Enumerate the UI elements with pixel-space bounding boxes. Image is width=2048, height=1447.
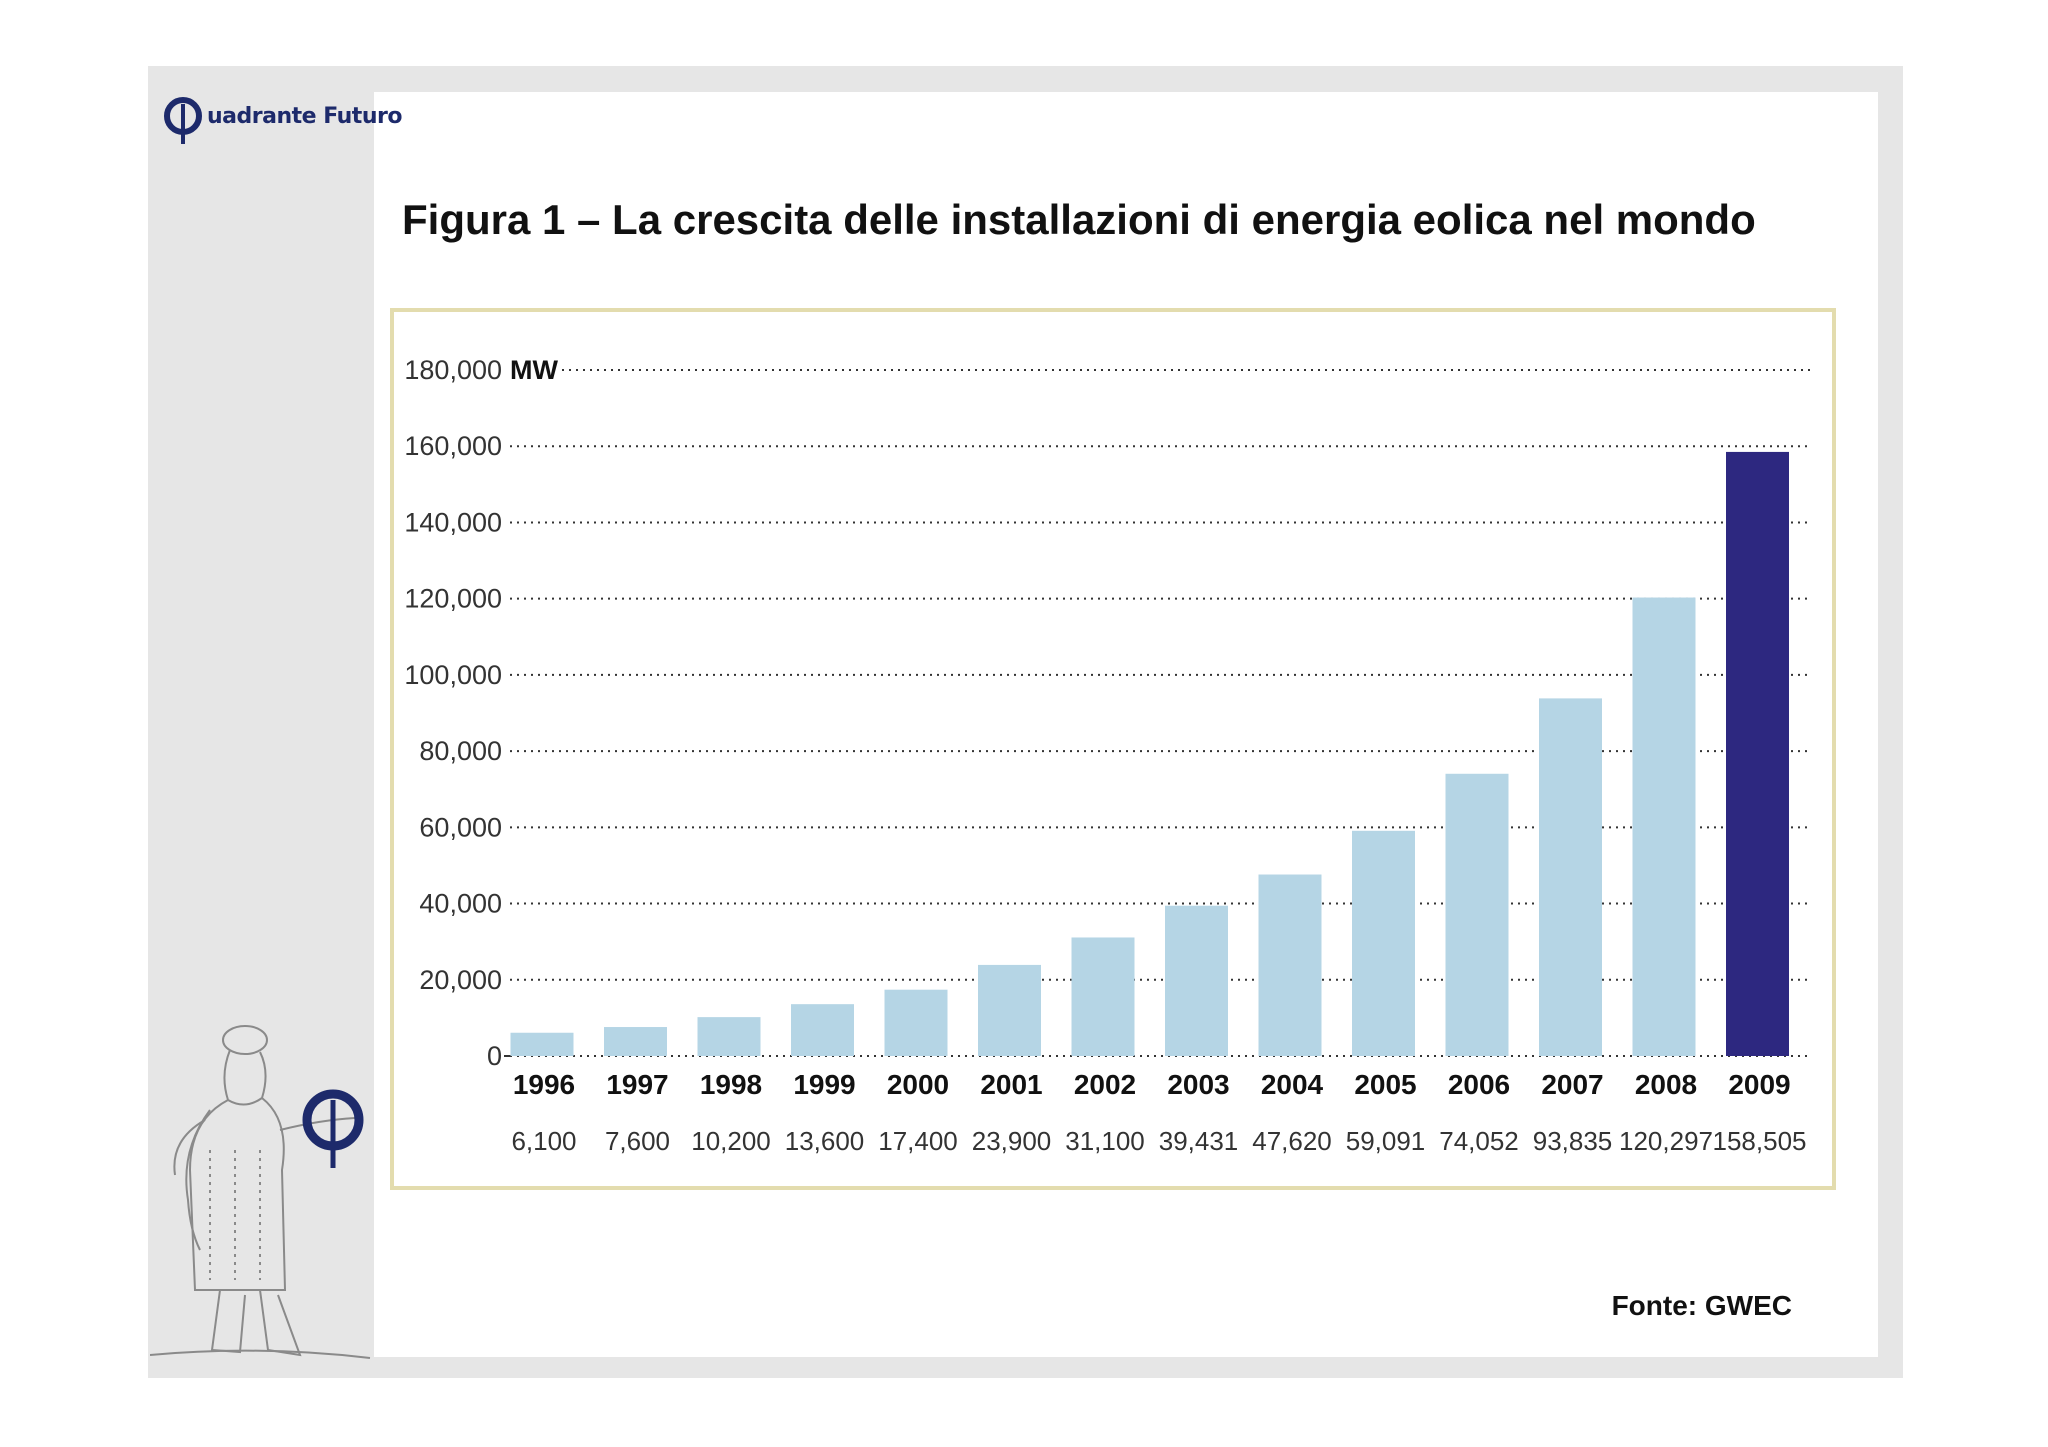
bar-2001	[978, 964, 1041, 1056]
data-label: 59,091	[1346, 1126, 1426, 1156]
data-label: 47,620	[1252, 1126, 1332, 1156]
bar-1996	[510, 1032, 574, 1056]
bar-2002	[1071, 937, 1135, 1056]
x-tick-label: 2007	[1541, 1069, 1603, 1100]
data-label: 6,100	[511, 1126, 576, 1156]
data-label: 10,200	[691, 1126, 771, 1156]
x-tick-label: 2003	[1167, 1069, 1229, 1100]
data-label: 93,835	[1533, 1126, 1613, 1156]
y-tick-label: 180,000	[404, 355, 502, 385]
x-tick-label: 2005	[1354, 1069, 1416, 1100]
x-tick-label: 2000	[887, 1069, 949, 1100]
data-label: 23,900	[972, 1126, 1052, 1156]
y-tick-label: 0	[487, 1041, 502, 1071]
x-tick-label: 2001	[980, 1069, 1042, 1100]
bar-2000	[884, 989, 948, 1056]
y-tick-label: 160,000	[404, 431, 502, 461]
bar-2008	[1632, 597, 1696, 1056]
y-tick-label: 80,000	[419, 736, 502, 766]
y-tick-label: 120,000	[404, 584, 502, 614]
y-tick-label: 60,000	[419, 812, 502, 842]
bar-chart: 0 20,000 40,000 60,000 80,000 100,000 120,000 1…	[404, 355, 1810, 1156]
data-label: 74,052	[1439, 1126, 1519, 1156]
y-tick-label: 140,000	[404, 507, 502, 537]
x-tick-label: 1999	[793, 1069, 855, 1100]
data-label: 31,100	[1065, 1126, 1145, 1156]
y-tick-label: 100,000	[404, 660, 502, 690]
source-note: Fonte: GWEC	[1611, 1290, 1792, 1321]
bar-2007	[1539, 698, 1602, 1056]
data-label: 39,431	[1159, 1126, 1239, 1156]
x-tick-label: 2009	[1728, 1069, 1790, 1100]
x-tick-label: 1996	[513, 1069, 575, 1100]
scholar-figure-illustration-icon	[150, 1025, 371, 1359]
x-tick-label: 2008	[1635, 1069, 1697, 1100]
x-tick-label: 2006	[1448, 1069, 1510, 1100]
bar-1999	[791, 1004, 854, 1056]
x-tick-label: 2002	[1074, 1069, 1136, 1100]
x-tick-label: 1998	[700, 1069, 762, 1100]
y-tick-label: 40,000	[419, 889, 502, 919]
quadrante-futuro-logo-icon	[164, 97, 202, 144]
data-label: 7,600	[605, 1126, 670, 1156]
bar-2006	[1445, 773, 1509, 1056]
bar-2003	[1165, 905, 1228, 1056]
data-label: 158,505	[1713, 1126, 1807, 1156]
y-unit-label: MW	[510, 355, 558, 385]
brand-name: uadrante Futuro	[207, 104, 402, 129]
x-tick-label: 1997	[606, 1069, 668, 1100]
x-tick-label: 2004	[1261, 1069, 1324, 1100]
data-label: 17,400	[878, 1126, 958, 1156]
bar-2009	[1726, 451, 1789, 1057]
bar-1998	[697, 1017, 761, 1056]
bar-2005	[1352, 830, 1415, 1056]
page-title: Figura 1 – La crescita delle installazio…	[402, 196, 1756, 243]
data-label: 120,297	[1619, 1126, 1713, 1156]
data-label: 13,600	[785, 1126, 865, 1156]
bar-1997	[604, 1027, 667, 1056]
y-tick-label: 20,000	[419, 965, 502, 995]
bar-2004	[1258, 874, 1322, 1056]
